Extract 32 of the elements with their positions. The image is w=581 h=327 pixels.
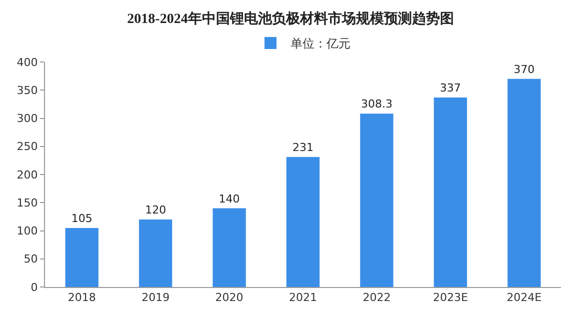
- data-label: 120: [145, 204, 166, 216]
- y-tick-label: 200: [16, 168, 38, 182]
- bar: [360, 114, 394, 287]
- y-tick-label: 400: [16, 56, 38, 69]
- data-label: 105: [71, 212, 92, 225]
- data-label: 308.3: [360, 98, 392, 111]
- data-label: 231: [292, 141, 314, 154]
- y-tick-label: 0: [30, 280, 38, 294]
- x-tick-label: 2022: [362, 291, 391, 304]
- y-tick-label: 100: [16, 224, 38, 238]
- y-tick-label: 150: [16, 196, 38, 210]
- x-tick-label: 2023E: [432, 291, 468, 304]
- bar: [508, 78, 541, 287]
- y-tick-label: 300: [16, 112, 38, 126]
- data-label: 337: [440, 81, 461, 94]
- x-tick-label: 2024E: [506, 291, 542, 304]
- chart-title: 2018-2024年中国锂电池负极材料市场规模预测趋势图: [127, 10, 454, 27]
- y-tick-label: 350: [16, 84, 38, 97]
- y-tick-label: 50: [24, 252, 38, 266]
- bar: [434, 97, 468, 287]
- bar: [286, 157, 320, 287]
- x-tick-label: 2021: [289, 291, 317, 304]
- bar: [212, 208, 246, 287]
- data-label: 140: [218, 192, 240, 206]
- legend-label: 单位：亿元: [290, 36, 350, 51]
- x-tick-label: 2020: [215, 291, 244, 304]
- bar: [65, 228, 98, 287]
- bar: [138, 220, 172, 287]
- y-tick-label: 250: [16, 140, 38, 154]
- data-label: 370: [514, 62, 535, 76]
- x-tick-label: 2019: [142, 291, 170, 304]
- x-tick-label: 2018: [68, 291, 96, 304]
